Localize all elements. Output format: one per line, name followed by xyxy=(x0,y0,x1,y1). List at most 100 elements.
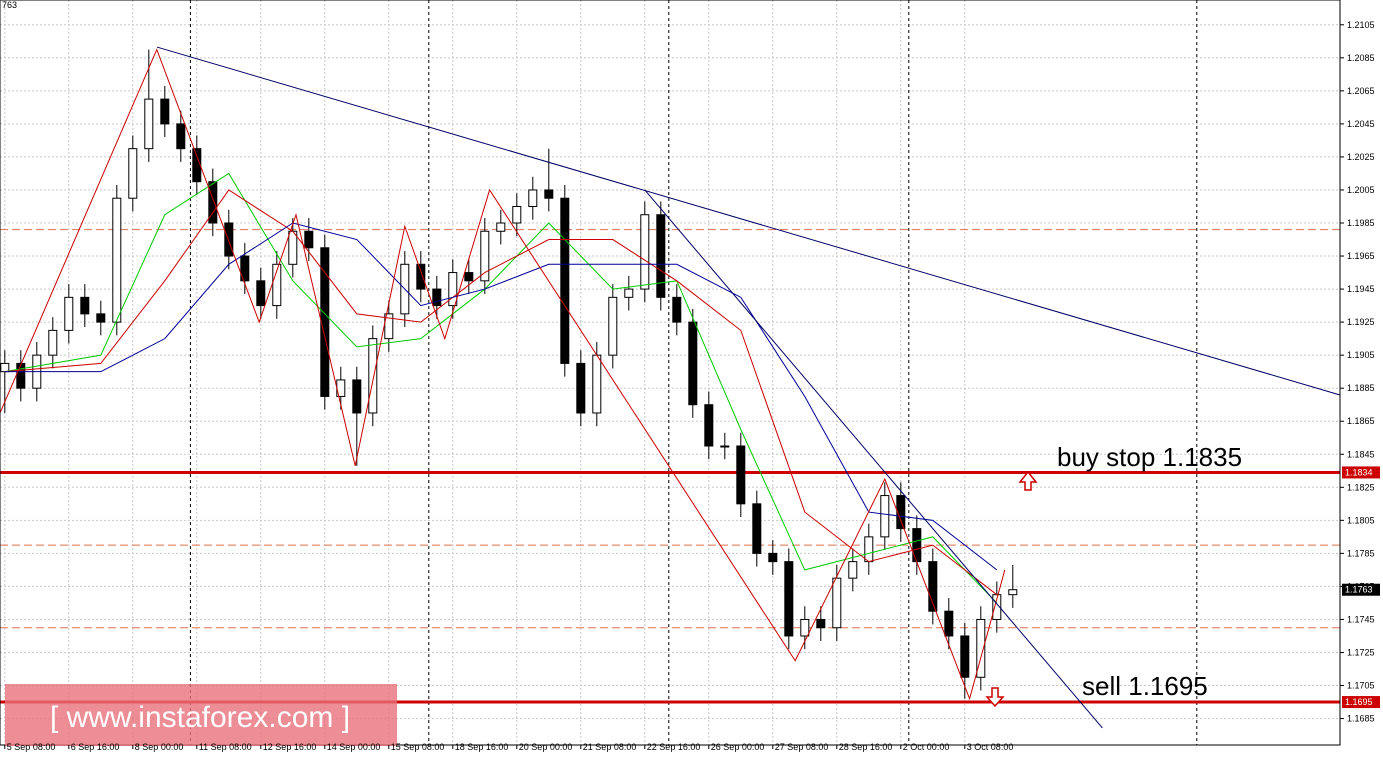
candle-body xyxy=(368,338,378,414)
candle-body xyxy=(592,354,602,414)
candle-body xyxy=(176,123,186,150)
candle-body xyxy=(672,296,682,323)
candle-body xyxy=(128,148,138,199)
price-label-bg xyxy=(1342,696,1380,709)
candle-body xyxy=(800,618,810,637)
y-tick-label: 1.1725 xyxy=(1347,647,1375,657)
candle-body xyxy=(784,561,794,637)
x-tick-label: 15 Sep 08:00 xyxy=(391,742,445,752)
x-tick-label: 28 Sep 16:00 xyxy=(839,742,893,752)
y-tick-label: 1.1945 xyxy=(1347,284,1375,294)
candle-body xyxy=(240,255,250,282)
y-tick-label: 1.2065 xyxy=(1347,86,1375,96)
watermark: [ www.instaforex.com ] xyxy=(50,701,350,734)
candle-body xyxy=(256,280,266,307)
candle-body xyxy=(48,329,58,356)
candle-body xyxy=(304,230,314,249)
candle-body xyxy=(848,561,858,579)
y-tick-label: 1.2085 xyxy=(1347,53,1375,63)
price-label: 1.1763 xyxy=(1345,585,1373,595)
candle-body xyxy=(96,313,106,323)
x-tick-label: 21 Sep 08:00 xyxy=(583,742,637,752)
price-label: 1.1834 xyxy=(1345,467,1373,477)
candle-body xyxy=(832,577,842,629)
candle-body xyxy=(608,296,618,356)
candle-body xyxy=(624,288,634,298)
candle-body xyxy=(560,197,570,364)
candle-body xyxy=(64,296,74,331)
y-tick-label: 1.1845 xyxy=(1347,449,1375,459)
x-tick-label: 3 Oct 08:00 xyxy=(967,742,1014,752)
y-tick-label: 1.1885 xyxy=(1347,383,1375,393)
candle-body xyxy=(496,222,506,232)
watermark-box xyxy=(5,684,397,746)
y-tick-label: 1.1985 xyxy=(1347,218,1375,228)
annotation: buy stop 1.1835 xyxy=(1057,442,1242,472)
down-arrow xyxy=(985,687,1005,708)
x-tick-label: 27 Sep 08:00 xyxy=(775,742,829,752)
candle-body xyxy=(576,362,586,414)
candle-body xyxy=(432,288,442,307)
candle-body xyxy=(768,552,778,563)
annotation: sell 1.1695 xyxy=(1082,671,1208,701)
candle-body xyxy=(416,263,426,290)
x-tick-label: 18 Sep 16:00 xyxy=(455,742,509,752)
indicator-line xyxy=(644,189,1103,729)
candle-body xyxy=(160,98,170,125)
x-tick-label: 5 Sep 08:00 xyxy=(7,742,56,752)
candle-body xyxy=(960,635,970,678)
candle-body xyxy=(112,197,122,323)
candle-body xyxy=(688,321,698,406)
candle-body xyxy=(272,263,282,307)
candle-body xyxy=(896,495,906,530)
candle-body xyxy=(512,205,522,224)
candle-body xyxy=(224,222,234,257)
candle-body xyxy=(192,148,202,183)
indicator-line xyxy=(4,189,998,596)
y-tick-label: 1.1905 xyxy=(1347,350,1375,360)
x-tick-label: 22 Sep 16:00 xyxy=(647,742,701,752)
candle-body xyxy=(528,189,538,207)
corner-label: 763 xyxy=(2,0,17,10)
y-tick-label: 1.1865 xyxy=(1347,416,1375,426)
x-tick-label: 6 Sep 16:00 xyxy=(71,742,120,752)
candle-body xyxy=(816,618,826,629)
candle-body xyxy=(352,379,362,414)
candle-body xyxy=(880,495,890,538)
candle-body xyxy=(1008,589,1018,596)
candle-body xyxy=(16,362,26,389)
candle-body xyxy=(464,272,474,282)
candle-body xyxy=(144,98,154,150)
candle-body xyxy=(720,445,730,448)
y-tick-label: 1.1805 xyxy=(1347,515,1375,525)
price-label-bg xyxy=(1342,466,1380,479)
y-tick-label: 1.2045 xyxy=(1347,119,1375,129)
indicator-line xyxy=(0,48,1006,701)
x-tick-label: 26 Sep 00:00 xyxy=(711,742,765,752)
y-tick-label: 1.2105 xyxy=(1347,20,1375,30)
price-label: 1.1695 xyxy=(1345,697,1373,707)
indicator-line xyxy=(156,46,1341,396)
candle-body xyxy=(0,362,10,373)
x-tick-label: 2 Oct 00:00 xyxy=(903,742,950,752)
plot-frame xyxy=(0,0,1341,746)
candle-body xyxy=(384,313,394,340)
candle-body xyxy=(640,214,650,290)
y-tick-label: 1.1965 xyxy=(1347,251,1375,261)
candle-body xyxy=(448,272,458,307)
candle-body xyxy=(656,214,666,298)
candle-body xyxy=(976,618,986,678)
candle-body xyxy=(736,445,746,505)
candle-body xyxy=(752,503,762,554)
y-tick-label: 1.2025 xyxy=(1347,152,1375,162)
candle-body xyxy=(704,404,714,447)
candle-body xyxy=(480,230,490,282)
y-tick-label: 1.1745 xyxy=(1347,614,1375,624)
y-tick-label: 1.1785 xyxy=(1347,548,1375,558)
candle-body xyxy=(912,528,922,563)
candle-body xyxy=(928,561,938,612)
y-tick-label: 1.1825 xyxy=(1347,482,1375,492)
x-tick-label: 14 Sep 00:00 xyxy=(327,742,381,752)
candle-body xyxy=(80,296,90,315)
y-tick-label: 1.1925 xyxy=(1347,317,1375,327)
